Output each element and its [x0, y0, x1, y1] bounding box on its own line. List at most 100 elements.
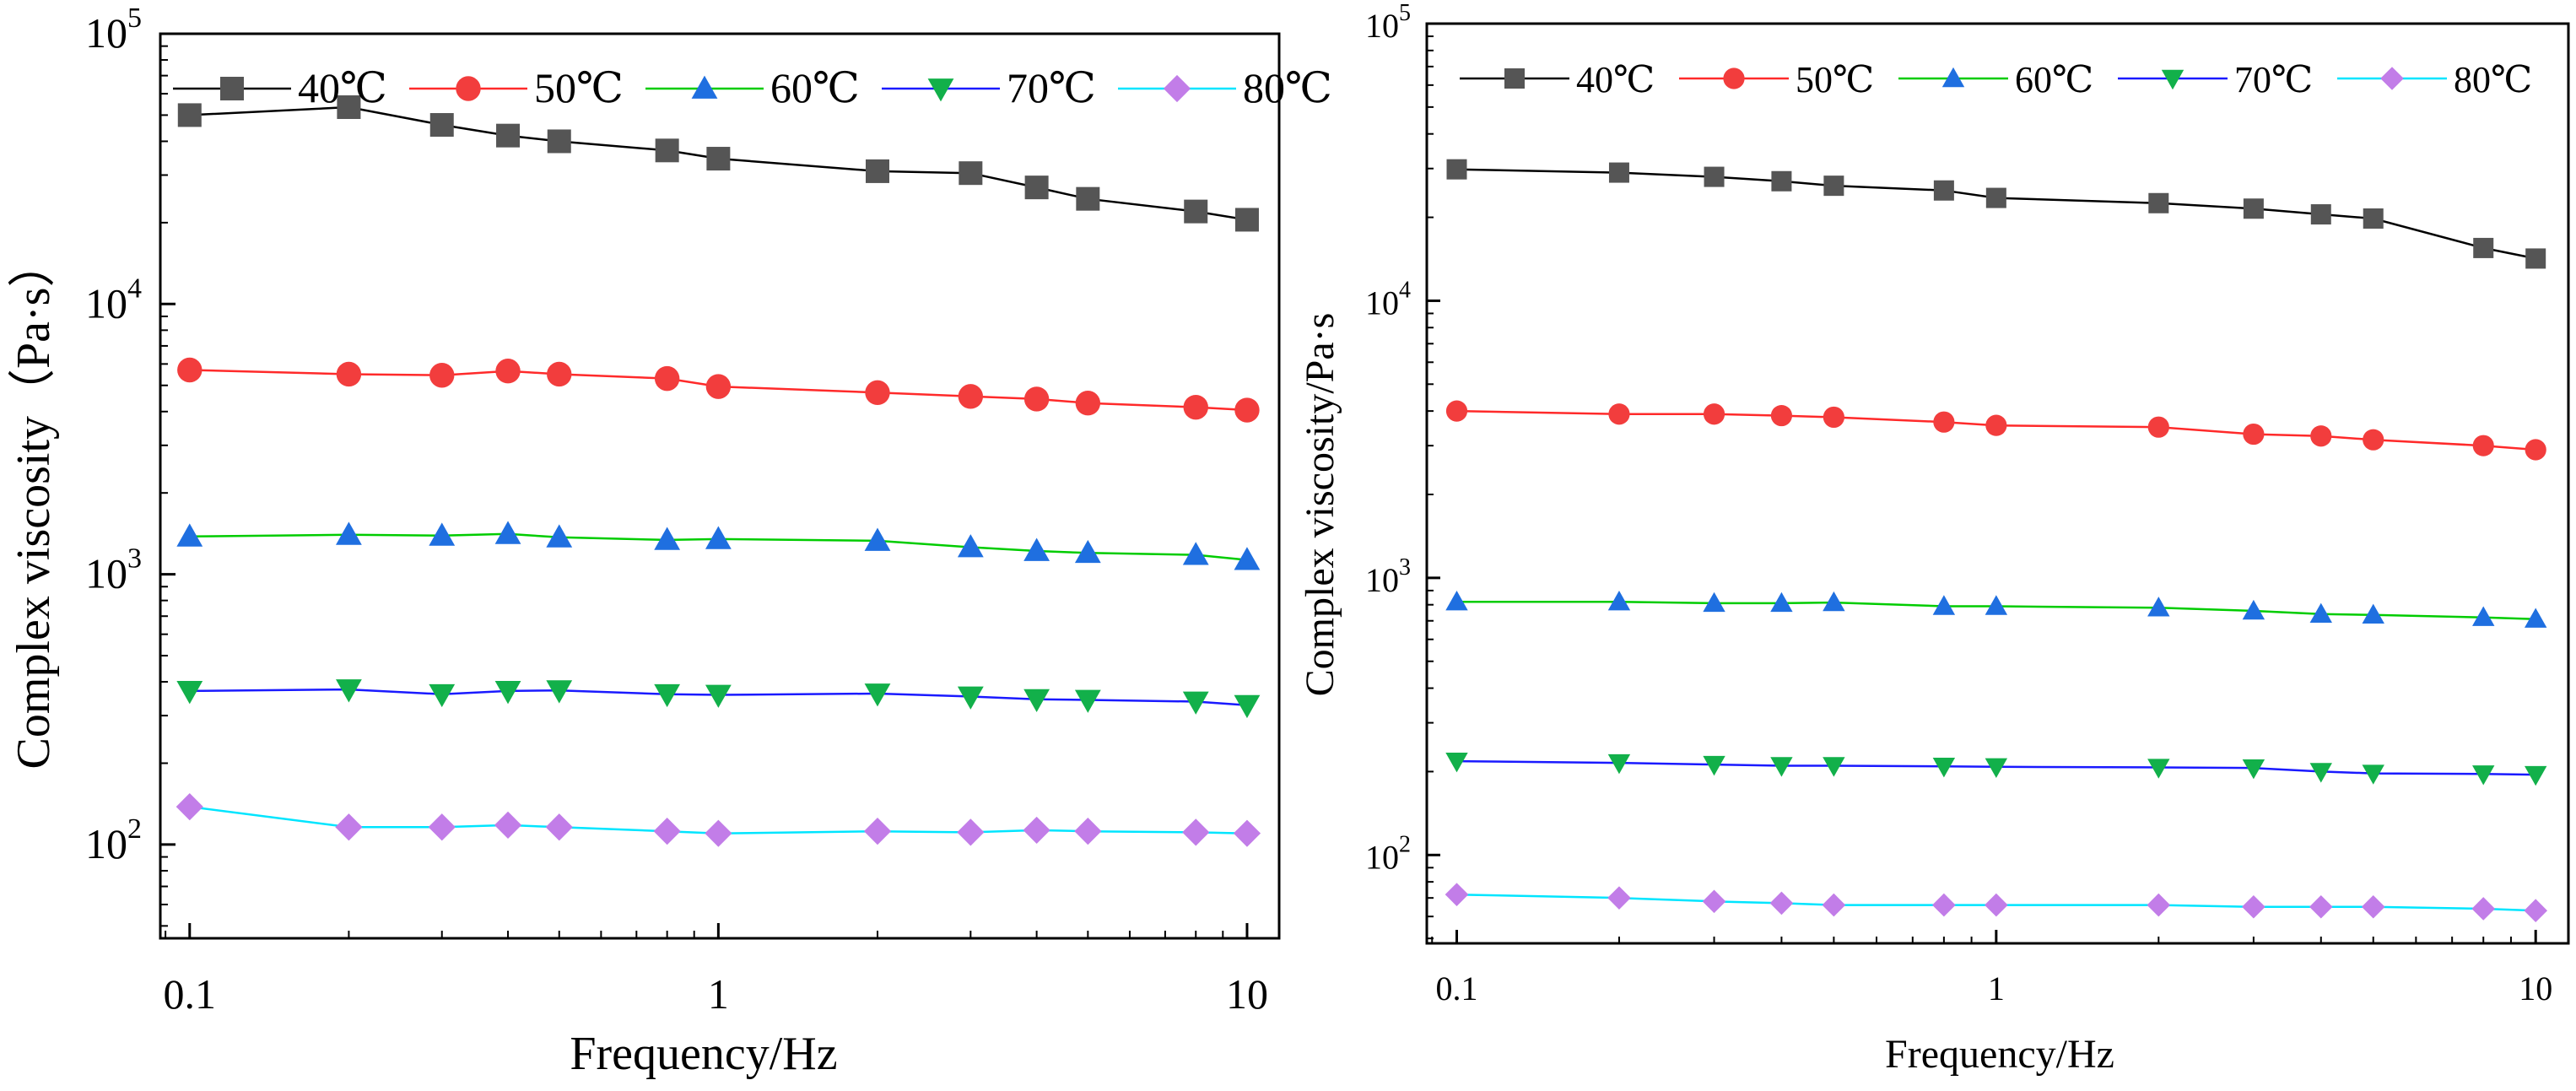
right-data-point [1823, 757, 1845, 777]
right-data-point [2148, 192, 2169, 213]
right-legend-entry-0: 40℃ [1460, 59, 1655, 100]
right-data-point [2242, 599, 2265, 620]
right-data-point [2147, 893, 2171, 917]
left-data-point [429, 683, 456, 708]
left-data-point [1074, 818, 1102, 845]
right-data-point [2309, 763, 2332, 783]
right-data-point [2242, 759, 2265, 780]
right-data-point [1823, 591, 1845, 612]
right-axis-ticks: 0.1 1 10 102 103 104 105 [1365, 0, 2552, 1007]
left-data-point [336, 679, 362, 703]
left-legend-marker [927, 78, 954, 102]
left-data-point [957, 686, 984, 710]
right-data-point [2147, 759, 2170, 779]
left-y-tick-label: 102 [85, 813, 142, 867]
left-data-point [176, 681, 203, 705]
left-data-point [546, 680, 573, 704]
left-legend-marker [1163, 74, 1191, 103]
left-data-point [176, 523, 203, 547]
right-data-point [2363, 429, 2384, 451]
left-y-axis-title: Complex viscosity（Pa·s） [8, 240, 60, 770]
right-data-point [1607, 753, 1631, 775]
left-data-point [957, 534, 984, 558]
right-data-point [2361, 894, 2385, 919]
left-data-point [863, 818, 892, 845]
right-data-point [1703, 755, 1725, 776]
right-data-point [1770, 404, 1793, 427]
right-data-point [2472, 606, 2495, 626]
left-series-3 [176, 679, 1261, 719]
left-data-point [428, 813, 456, 841]
right-x-tick-label: 10 [2519, 969, 2552, 1007]
right-series-4 [1445, 883, 2547, 923]
right-data-point [1607, 590, 1631, 611]
right-y-tick-label: 103 [1365, 554, 1411, 599]
right-legend-label: 80℃ [2454, 59, 2532, 100]
left-data-point [1182, 691, 1209, 715]
right-data-point [2310, 425, 2332, 447]
left-series-4 [176, 793, 1261, 847]
left-data-point [705, 819, 732, 847]
left-data-point [1234, 694, 1261, 719]
right-data-point [1770, 591, 1793, 613]
left-legend-marker [691, 75, 718, 99]
left-y-tick-label: 104 [85, 273, 142, 327]
left-data-point [546, 524, 573, 548]
right-data-point [1445, 590, 1468, 611]
left-legend-entry-2: 60℃ [645, 64, 860, 111]
left-data-point [1023, 816, 1050, 845]
right-data-point [2473, 237, 2494, 258]
right-data-point [1985, 758, 2008, 779]
right-data-point [1822, 893, 1846, 917]
right-plot-frame [1425, 22, 2570, 945]
right-legend-marker [2161, 69, 2184, 90]
right-data-point [1769, 891, 1794, 915]
left-data-point [654, 527, 681, 550]
right-data-point [1933, 411, 1955, 433]
left-data-point [1234, 208, 1259, 232]
right-y-tick-label: 102 [1365, 831, 1411, 876]
left-data-point [1074, 539, 1101, 564]
left-legend-label: 80℃ [1243, 64, 1332, 111]
left-data-point [654, 683, 681, 708]
left-data-point [1023, 386, 1050, 412]
left-data-point [1024, 176, 1049, 200]
left-x-tick-label: 10 [1226, 970, 1268, 1018]
right-data-point [2472, 435, 2494, 456]
right-y-tick-label: 105 [1365, 0, 1411, 45]
left-data-point [337, 95, 361, 120]
left-data-point [177, 357, 203, 383]
left-legend-entry-3: 70℃ [882, 64, 1096, 111]
right-x-axis-title: Frequency/Hz [1885, 1032, 2114, 1077]
right-data-point [2147, 416, 2169, 438]
left-data-point [1076, 186, 1100, 211]
left-data-point [547, 361, 572, 387]
right-data-point [1771, 170, 1792, 192]
left-data-point [655, 138, 679, 163]
right-legend-marker [1504, 68, 1525, 89]
right-legend-label: 60℃ [2015, 59, 2093, 100]
right-series-1 [1445, 400, 2546, 461]
right-y-tick-label: 104 [1365, 277, 1411, 321]
right-data-point [1608, 403, 1630, 425]
right-legend-marker [1941, 67, 1965, 88]
left-data-point [654, 365, 680, 392]
right-data-point [1445, 400, 1468, 422]
right-data-point [1932, 893, 1956, 917]
left-legend: 40℃ 50℃ 60℃ 70℃ 80℃ [173, 64, 1332, 111]
right-x-tick-label: 1 [1988, 969, 2005, 1007]
right-legend-entry-4: 80℃ [2337, 59, 2532, 100]
right-data-point [1445, 883, 1469, 906]
left-legend-marker [220, 77, 244, 100]
right-data-point [2524, 608, 2547, 628]
right-data-point [2243, 198, 2264, 219]
right-data-point [2147, 597, 2170, 617]
left-data-point [429, 522, 456, 546]
right-data-point [1985, 595, 2008, 615]
right-legend-entry-2: 60℃ [1898, 59, 2093, 100]
left-data-point [496, 123, 521, 148]
left-series-0 [177, 95, 1259, 232]
left-data-point [494, 681, 521, 705]
left-axis-ticks: 0.1 1 10 102 103 104 105 [85, 3, 1268, 1018]
left-data-point [1233, 819, 1261, 847]
